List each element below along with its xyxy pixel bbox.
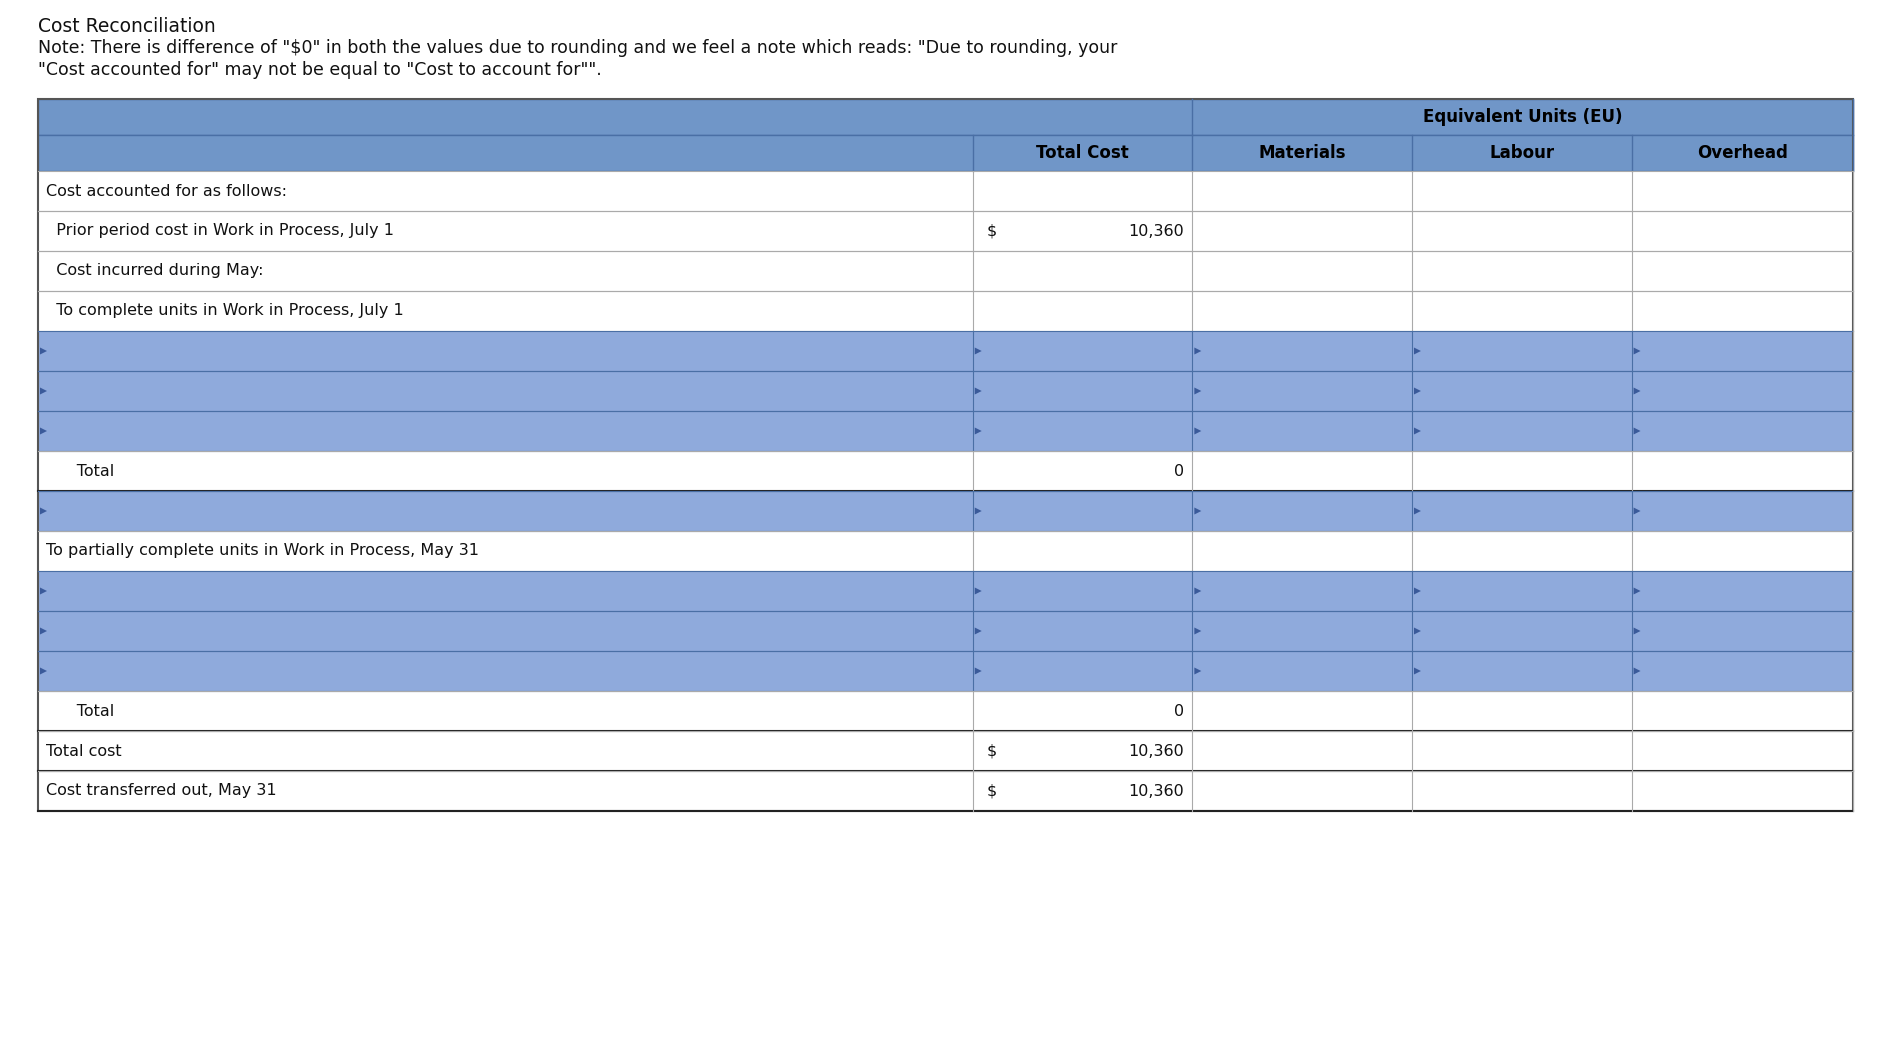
Polygon shape [974, 628, 981, 634]
Polygon shape [1634, 388, 1641, 394]
Text: 10,360: 10,360 [1129, 223, 1184, 239]
Polygon shape [974, 388, 981, 394]
Polygon shape [1414, 507, 1420, 515]
Text: To partially complete units in Work in Process, May 31: To partially complete units in Work in P… [45, 543, 478, 558]
Polygon shape [1634, 628, 1641, 634]
Text: Total cost: Total cost [45, 743, 121, 759]
Text: Labour: Labour [1490, 144, 1554, 162]
Bar [38, 651, 1853, 691]
Text: $: $ [987, 783, 997, 798]
Polygon shape [1634, 588, 1641, 594]
Text: Cost Reconciliation: Cost Reconciliation [38, 17, 216, 36]
Bar [38, 171, 1853, 211]
Bar [38, 411, 1853, 451]
Text: 0: 0 [1174, 704, 1184, 719]
Polygon shape [1414, 348, 1420, 354]
Polygon shape [1634, 668, 1641, 674]
Text: 10,360: 10,360 [1129, 743, 1184, 759]
Polygon shape [1195, 507, 1201, 515]
Polygon shape [1414, 668, 1420, 674]
Bar [38, 99, 1853, 811]
Bar [38, 531, 1853, 571]
Bar [38, 135, 1853, 171]
Polygon shape [974, 427, 981, 434]
Text: 10,360: 10,360 [1129, 783, 1184, 798]
Polygon shape [1195, 348, 1201, 354]
Bar [38, 611, 1853, 651]
Polygon shape [1634, 507, 1641, 515]
Polygon shape [1634, 348, 1641, 354]
Bar [38, 99, 1853, 135]
Text: Equivalent Units (EU): Equivalent Units (EU) [1422, 108, 1622, 126]
Text: Cost transferred out, May 31: Cost transferred out, May 31 [45, 783, 276, 798]
Polygon shape [1195, 668, 1201, 674]
Polygon shape [40, 507, 47, 515]
Text: Note: There is difference of "$0" in both the values due to rounding and we feel: Note: There is difference of "$0" in bot… [38, 39, 1118, 57]
Text: Total: Total [45, 704, 113, 719]
Bar [38, 771, 1853, 811]
Polygon shape [1195, 427, 1201, 434]
Polygon shape [974, 348, 981, 354]
Polygon shape [40, 628, 47, 634]
Text: $: $ [987, 743, 997, 759]
Text: 0: 0 [1174, 464, 1184, 479]
Text: To complete units in Work in Process, July 1: To complete units in Work in Process, Ju… [45, 303, 405, 318]
Bar [38, 331, 1853, 371]
Polygon shape [1195, 588, 1201, 594]
Bar [38, 371, 1853, 411]
Polygon shape [974, 588, 981, 594]
Polygon shape [1414, 427, 1420, 434]
Text: Materials: Materials [1258, 144, 1346, 162]
Text: "Cost accounted for" may not be equal to "Cost to account for"".: "Cost accounted for" may not be equal to… [38, 61, 601, 79]
Polygon shape [1634, 427, 1641, 434]
Bar [38, 451, 1853, 492]
Polygon shape [1414, 388, 1420, 394]
Text: Cost incurred during May:: Cost incurred during May: [45, 263, 263, 278]
Bar [38, 731, 1853, 771]
Text: $: $ [987, 223, 997, 239]
Polygon shape [40, 427, 47, 434]
Polygon shape [1414, 588, 1420, 594]
Bar [38, 492, 1853, 531]
Text: Total Cost: Total Cost [1036, 144, 1129, 162]
Polygon shape [974, 507, 981, 515]
Polygon shape [1195, 388, 1201, 394]
Bar [38, 571, 1853, 611]
Polygon shape [40, 388, 47, 394]
Polygon shape [1195, 628, 1201, 634]
Bar [38, 291, 1853, 331]
Polygon shape [974, 668, 981, 674]
Text: Prior period cost in Work in Process, July 1: Prior period cost in Work in Process, Ju… [45, 223, 393, 239]
Polygon shape [40, 348, 47, 354]
Bar [38, 251, 1853, 291]
Text: Total: Total [45, 464, 113, 479]
Polygon shape [40, 588, 47, 594]
Bar [38, 691, 1853, 731]
Bar [38, 211, 1853, 251]
Text: Cost accounted for as follows:: Cost accounted for as follows: [45, 184, 287, 199]
Text: Overhead: Overhead [1696, 144, 1787, 162]
Polygon shape [40, 668, 47, 674]
Polygon shape [1414, 628, 1420, 634]
